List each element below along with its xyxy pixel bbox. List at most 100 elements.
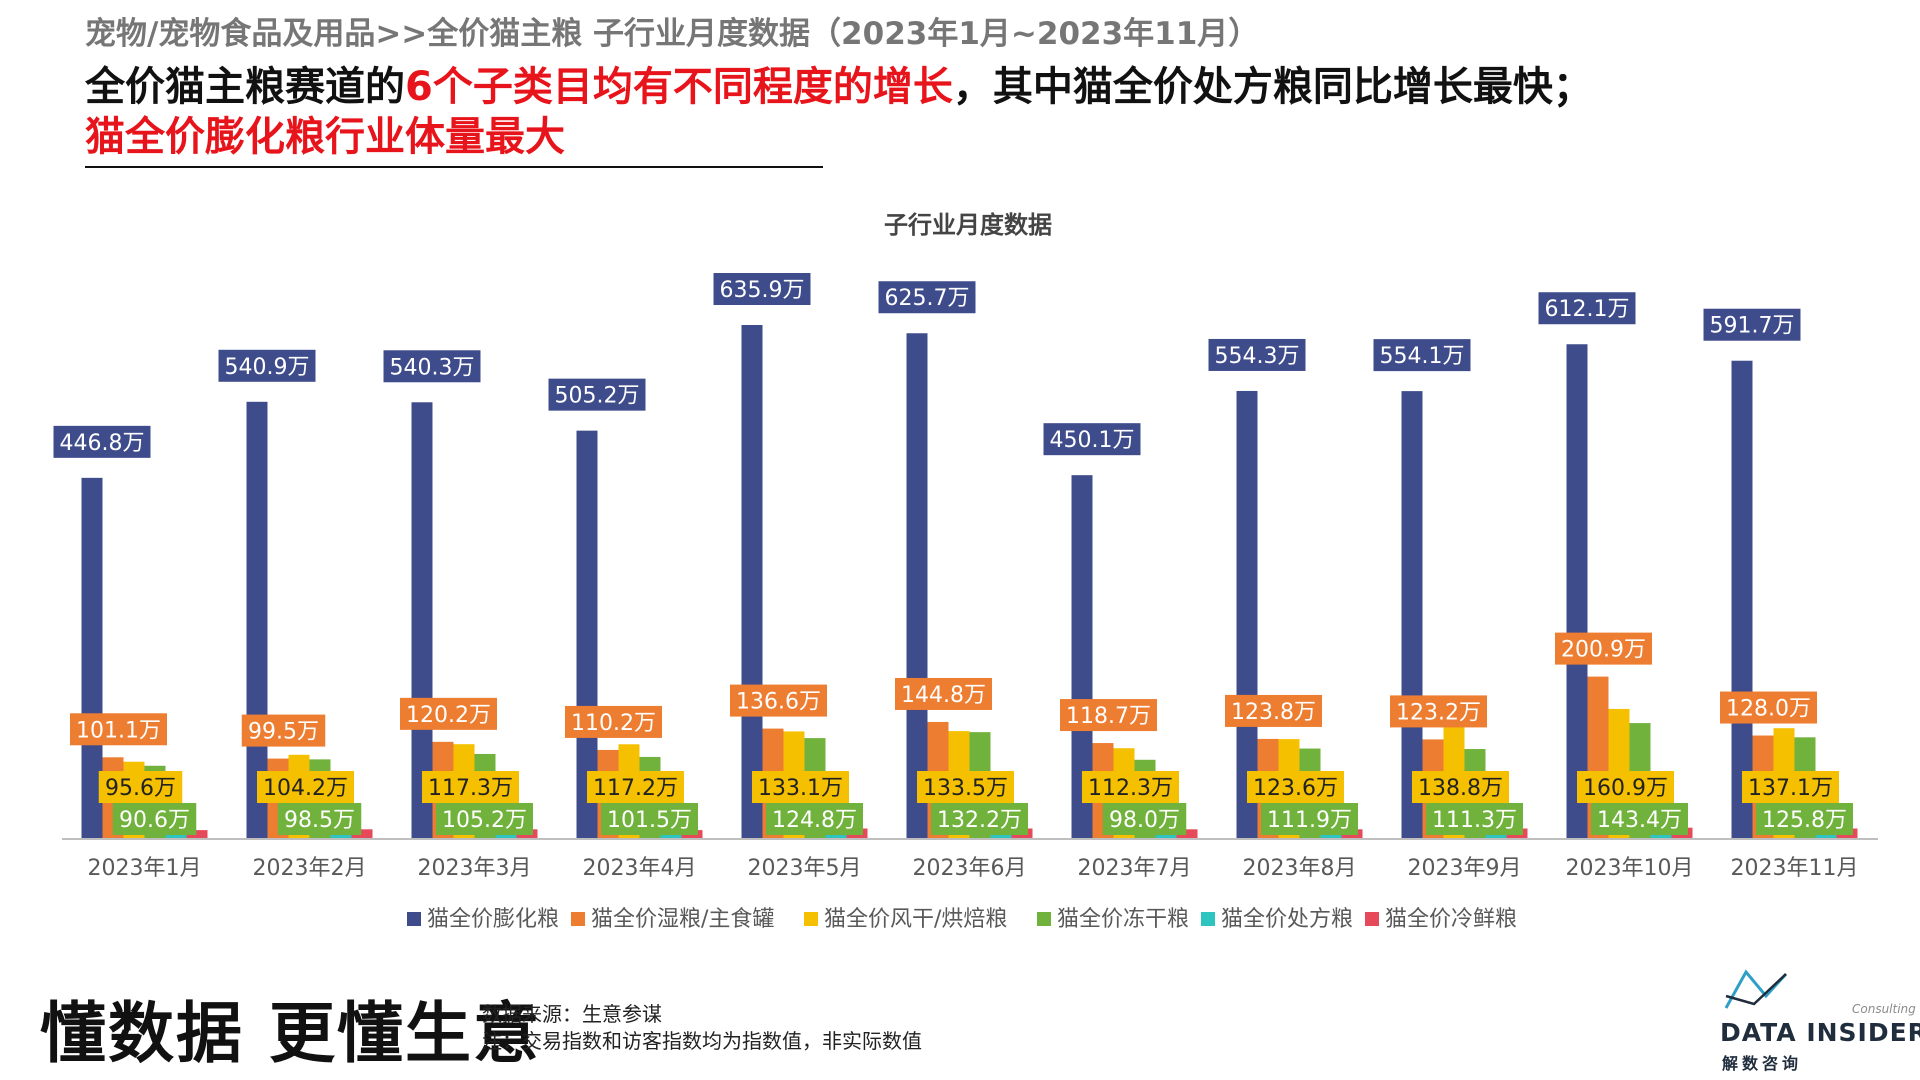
svg-text:635.9万: 635.9万 bbox=[720, 278, 805, 303]
data-label: 111.3万 bbox=[1426, 803, 1523, 835]
svg-text:446.8万: 446.8万 bbox=[60, 431, 145, 456]
bar bbox=[906, 333, 928, 839]
logo-wordmark: DATA INSIDER bbox=[1720, 1018, 1920, 1047]
legend-item: 猫全价处方粮 bbox=[1201, 907, 1353, 932]
svg-text:136.6万: 136.6万 bbox=[736, 690, 821, 715]
svg-text:143.4万: 143.4万 bbox=[1597, 808, 1682, 833]
data-label: 554.1万 bbox=[1373, 339, 1471, 372]
svg-text:137.1万: 137.1万 bbox=[1748, 776, 1833, 801]
data-label: 128.0万 bbox=[1720, 691, 1817, 724]
data-label: 117.2万 bbox=[587, 771, 684, 803]
bar bbox=[1155, 831, 1177, 839]
svg-text:111.9万: 111.9万 bbox=[1267, 808, 1352, 833]
data-labels-group: 446.8万 101.1万 95.6万 90.6万 540.9万 99.5万 104.2万 9… bbox=[53, 273, 1853, 835]
svg-text:128.0万: 128.0万 bbox=[1726, 697, 1811, 722]
legend-swatch bbox=[571, 912, 585, 926]
svg-text:120.2万: 120.2万 bbox=[406, 703, 491, 728]
x-axis-labels: 2023年1月 2023年2月 2023年3月 2023年4月 2023年5月 2023年… bbox=[88, 856, 1859, 881]
data-label: 450.1万 bbox=[1043, 423, 1141, 456]
data-label: 98.5万 bbox=[277, 803, 362, 835]
data-label: 143.4万 bbox=[1591, 803, 1688, 835]
svg-text:117.3万: 117.3万 bbox=[428, 776, 513, 801]
svg-text:540.3万: 540.3万 bbox=[390, 355, 475, 380]
data-label: 635.9万 bbox=[713, 273, 811, 305]
legend-label: 猫全价膨化粮 bbox=[427, 907, 559, 932]
svg-text:591.7万: 591.7万 bbox=[1710, 314, 1795, 339]
svg-text:612.1万: 612.1万 bbox=[1545, 297, 1630, 322]
x-tick-label: 2023年6月 bbox=[913, 856, 1027, 881]
bar bbox=[1731, 360, 1753, 839]
bar bbox=[741, 325, 763, 839]
svg-text:505.2万: 505.2万 bbox=[555, 384, 640, 409]
data-label: 160.9万 bbox=[1577, 771, 1674, 803]
bar bbox=[1236, 390, 1258, 839]
legend-item: 猫全价湿粮/主食罐 bbox=[571, 907, 774, 932]
data-label: 136.6万 bbox=[730, 684, 827, 717]
svg-text:450.1万: 450.1万 bbox=[1050, 428, 1135, 453]
bar bbox=[186, 830, 208, 839]
legend-label: 猫全价冻干粮 bbox=[1057, 907, 1189, 932]
x-tick-label: 2023年9月 bbox=[1408, 856, 1522, 881]
data-insider-logo: Consulting DATA INSIDER 解数咨询 bbox=[1720, 968, 1920, 1073]
data-label: 446.8万 bbox=[53, 425, 151, 458]
data-label: 124.8万 bbox=[766, 803, 863, 835]
data-label: 505.2万 bbox=[548, 378, 646, 411]
x-tick-label: 2023年3月 bbox=[418, 856, 532, 881]
legend-swatch bbox=[804, 912, 818, 926]
svg-text:111.3万: 111.3万 bbox=[1432, 808, 1517, 833]
legend-item: 猫全价冷鲜粮 bbox=[1365, 907, 1517, 932]
chart-title: 子行业月度数据 bbox=[884, 211, 1052, 239]
data-label: 120.2万 bbox=[400, 697, 497, 730]
legend-item: 猫全价冻干粮 bbox=[1037, 907, 1189, 932]
data-label: 104.2万 bbox=[257, 771, 354, 803]
svg-text:125.8万: 125.8万 bbox=[1762, 808, 1847, 833]
headline-highlight: 6个子类目均有不同程度的增长 bbox=[405, 64, 953, 110]
svg-text:554.1万: 554.1万 bbox=[1380, 344, 1465, 369]
data-label: 110.2万 bbox=[565, 705, 662, 738]
headline-text-continued: ，其中猫全价处方粮同比增长最快； bbox=[952, 64, 1593, 110]
svg-text:133.5万: 133.5万 bbox=[923, 776, 1008, 801]
x-tick-label: 2023年5月 bbox=[748, 856, 862, 881]
svg-text:98.0万: 98.0万 bbox=[1109, 808, 1180, 833]
svg-text:105.2万: 105.2万 bbox=[442, 808, 527, 833]
data-label: 540.3万 bbox=[383, 350, 481, 383]
source-line: 数据来源：生意参谋 bbox=[482, 1002, 662, 1026]
bar bbox=[495, 831, 517, 839]
data-label: 540.9万 bbox=[218, 349, 316, 382]
headline-highlight-second: 猫全价膨化粮行业体量最大 bbox=[85, 114, 565, 160]
data-label: 200.9万 bbox=[1555, 632, 1652, 665]
data-label: 95.6万 bbox=[98, 771, 183, 803]
legend-swatch bbox=[407, 912, 421, 926]
x-tick-label: 2023年7月 bbox=[1078, 856, 1192, 881]
svg-text:104.2万: 104.2万 bbox=[263, 776, 348, 801]
data-label: 625.7万 bbox=[878, 281, 976, 314]
data-label: 99.5万 bbox=[241, 714, 326, 747]
data-label: 612.1万 bbox=[1538, 292, 1636, 325]
data-label: 101.5万 bbox=[601, 803, 698, 835]
breadcrumb: 宠物/宠物食品及用品>>全价猫主粮 子行业月度数据（2023年1月~2023年1… bbox=[85, 16, 1260, 52]
x-tick-label: 2023年11月 bbox=[1731, 856, 1859, 881]
data-label: 133.1万 bbox=[752, 771, 849, 803]
bar bbox=[81, 477, 103, 839]
svg-text:144.8万: 144.8万 bbox=[901, 683, 986, 708]
legend-label: 猫全价湿粮/主食罐 bbox=[591, 907, 774, 932]
bar bbox=[660, 831, 682, 839]
data-label: 112.3万 bbox=[1082, 771, 1179, 803]
svg-text:118.7万: 118.7万 bbox=[1066, 704, 1151, 729]
data-label: 144.8万 bbox=[895, 677, 992, 710]
bars-group bbox=[81, 325, 1858, 839]
x-tick-label: 2023年2月 bbox=[253, 856, 367, 881]
logo-cn-text: 解数咨询 bbox=[1722, 1054, 1803, 1073]
svg-text:90.6万: 90.6万 bbox=[119, 808, 190, 833]
svg-text:554.3万: 554.3万 bbox=[1215, 344, 1300, 369]
bar bbox=[1566, 344, 1588, 839]
data-label: 591.7万 bbox=[1703, 308, 1801, 341]
svg-text:625.7万: 625.7万 bbox=[885, 286, 970, 311]
legend-label: 猫全价风干/烘焙粮 bbox=[824, 907, 1007, 932]
logo-mark-icon bbox=[1724, 969, 1788, 1009]
svg-text:101.5万: 101.5万 bbox=[607, 808, 692, 833]
legend-label: 猫全价处方粮 bbox=[1221, 907, 1353, 932]
x-tick-label: 2023年8月 bbox=[1243, 856, 1357, 881]
svg-text:160.9万: 160.9万 bbox=[1583, 776, 1668, 801]
data-source-note: 数据来源：生意参谋 注：交易指数和访客指数均为指数值，非实际数值 bbox=[482, 1001, 922, 1055]
